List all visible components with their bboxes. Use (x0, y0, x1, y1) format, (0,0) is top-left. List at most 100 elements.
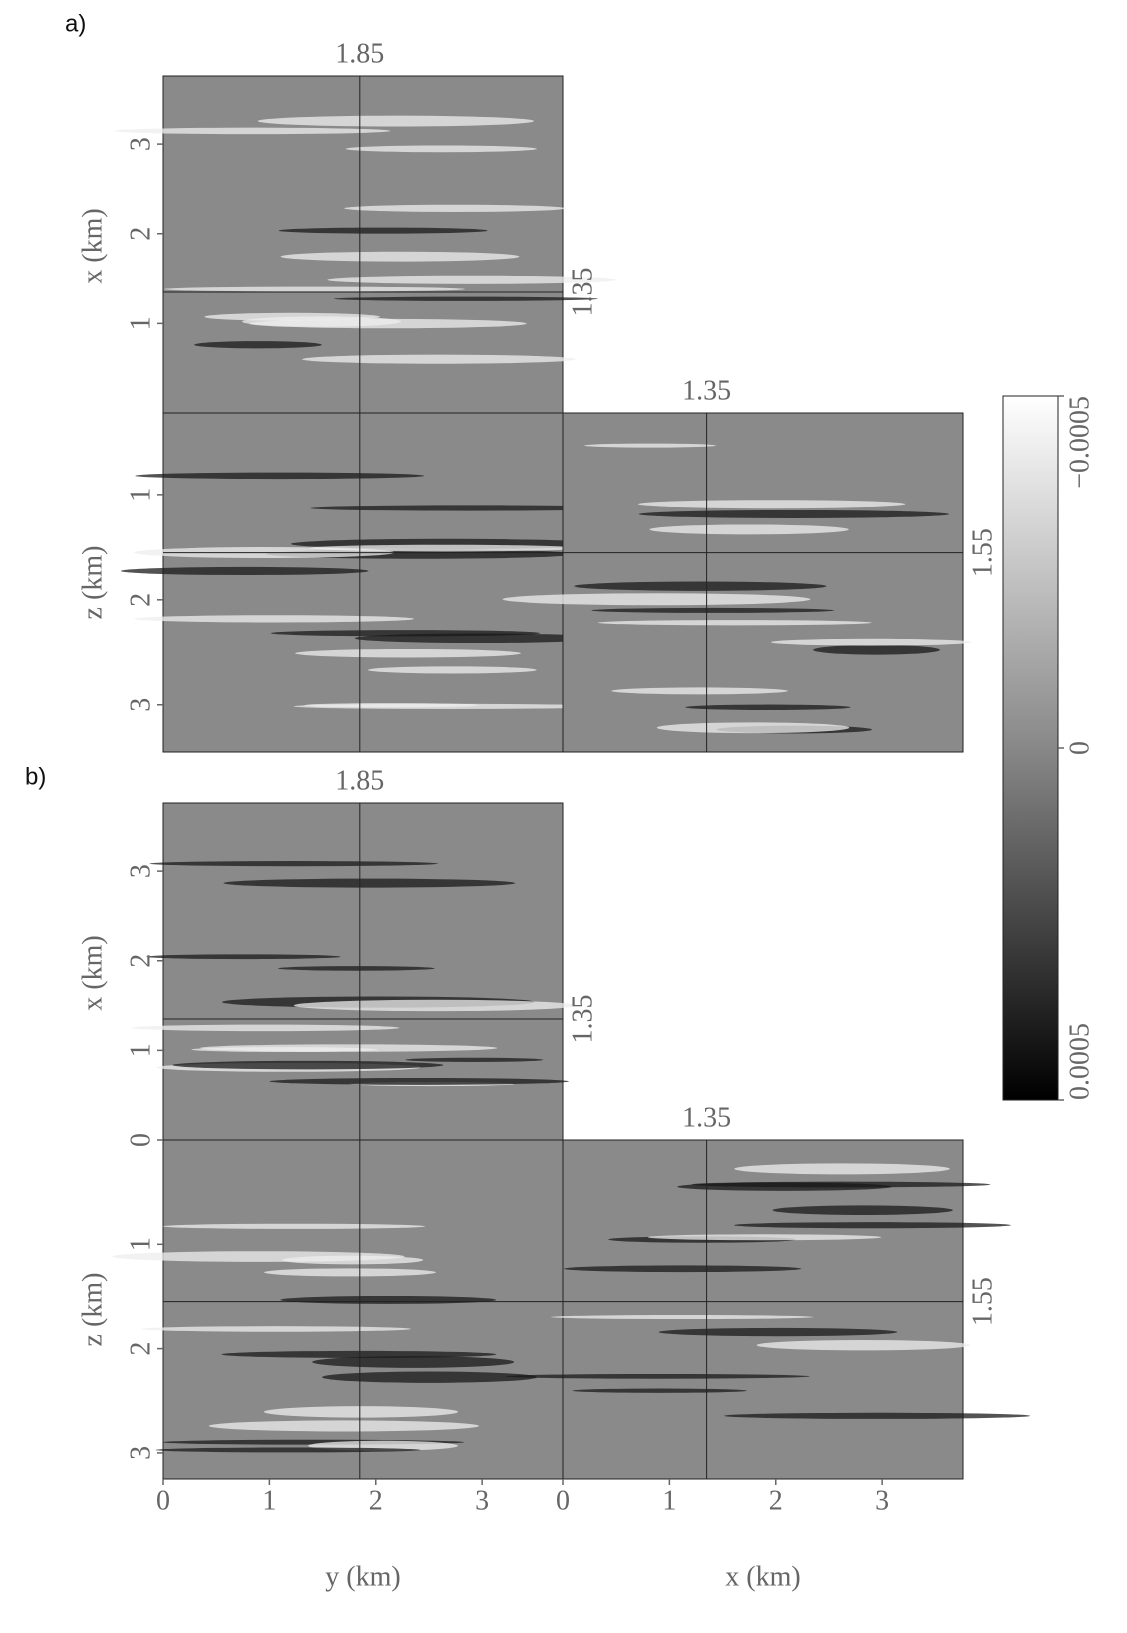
reflector (146, 954, 341, 960)
slice-label: 1.35 (682, 1102, 731, 1133)
z-tick-label: 0 (125, 1133, 156, 1147)
reflector (112, 1251, 405, 1262)
reflector (163, 286, 465, 292)
reflector (304, 703, 479, 708)
colorbar-label: 0 (1064, 741, 1095, 755)
reflector (367, 666, 537, 674)
z-tick-label: 1 (125, 1237, 156, 1251)
crossline-section (562, 1139, 964, 1480)
x-tick-label: 3 (125, 864, 156, 878)
x-tick-label: 1 (662, 1485, 676, 1516)
reflector (649, 524, 849, 535)
reflector (638, 509, 950, 518)
slice-label: 1.85 (335, 38, 384, 69)
reflector (656, 722, 850, 734)
reflector (344, 204, 566, 212)
reflector (505, 1373, 810, 1379)
z-tick-label: 1 (125, 488, 156, 502)
panel-label: b) (25, 763, 46, 790)
slice-label: 1.85 (335, 765, 384, 796)
reflector (302, 354, 576, 364)
z-tick-label: 3 (125, 1446, 156, 1460)
colorbar (1002, 395, 1059, 1101)
reflector (114, 127, 391, 135)
reflector (280, 1295, 497, 1304)
reflector (770, 638, 972, 646)
colorbar-label: −0.0005 (1064, 396, 1095, 489)
reflector (345, 145, 537, 153)
axis-title: x (km) (77, 208, 108, 283)
x-tick-label: 0 (556, 1485, 570, 1516)
reflector (334, 296, 598, 301)
reflector (733, 1222, 1011, 1229)
y-tick-label: 0 (156, 1485, 170, 1516)
reflector (269, 1077, 570, 1085)
reflector (405, 1057, 544, 1062)
reflector (572, 1388, 747, 1393)
axis-title: x (km) (77, 935, 108, 1010)
x-tick-label: 1 (125, 316, 156, 330)
x-tick-label: 2 (125, 954, 156, 968)
inline-section (162, 412, 564, 753)
z-tick-label: 2 (125, 593, 156, 607)
reflector (204, 312, 381, 321)
reflector (172, 1060, 444, 1070)
reflector (734, 1163, 950, 1175)
reflector (550, 1314, 814, 1320)
axis-title: y (km) (325, 1561, 400, 1592)
reflector (162, 1223, 426, 1229)
reflector (277, 966, 435, 971)
reflector (223, 878, 516, 888)
reflector (685, 704, 851, 710)
reflector (312, 1356, 515, 1368)
z-tick-label: 2 (125, 1342, 156, 1356)
x-tick-label: 3 (125, 137, 156, 151)
reflector (248, 318, 527, 329)
slice-label: 1.35 (682, 375, 731, 406)
reflector (309, 544, 580, 552)
reflector (134, 615, 415, 623)
reflector (677, 1182, 892, 1191)
reflector (135, 472, 425, 480)
reflector (597, 620, 872, 626)
panel-label: a) (65, 10, 86, 37)
reflector (502, 593, 811, 606)
x-tick-label: 1 (125, 1043, 156, 1057)
reflector (278, 227, 488, 234)
axis-title: z (km) (77, 1273, 108, 1347)
reflector (131, 1024, 400, 1032)
reflector (574, 581, 827, 591)
reflector (564, 1265, 802, 1273)
reflector (155, 1447, 421, 1453)
reflector (191, 1047, 378, 1053)
reflector (756, 1339, 971, 1351)
y-tick-label: 3 (475, 1485, 489, 1516)
y-tick-label: 1 (262, 1485, 276, 1516)
reflector (772, 1205, 953, 1215)
reflector (121, 566, 369, 576)
colorbar-label: 0.0005 (1064, 1023, 1095, 1100)
reflector (194, 341, 322, 349)
reflector (591, 607, 835, 613)
reflector (310, 505, 630, 511)
reflector (293, 999, 578, 1012)
x-tick-label: 2 (769, 1485, 783, 1516)
reflector (327, 275, 616, 284)
depth-slice (162, 802, 564, 1141)
reflector (584, 443, 716, 448)
reflector (658, 1327, 898, 1337)
axis-title: x (km) (725, 1561, 800, 1592)
y-tick-label: 2 (369, 1485, 383, 1516)
reflector (141, 1326, 411, 1332)
slice-label: 1.35 (567, 995, 598, 1044)
reflector (149, 861, 438, 867)
reflector (647, 1234, 882, 1241)
reflector (208, 1420, 479, 1432)
reflector (264, 1268, 436, 1277)
x-tick-label: 3 (875, 1485, 889, 1516)
slice-label: 1.55 (967, 1277, 998, 1326)
reflector (813, 644, 940, 655)
reflector (257, 115, 534, 127)
plot-area: a) 1.85 1.35 1.35 1.55 1 2 3 x (km) 1 2 3 z (km) b) 1.… (25, 10, 1095, 1592)
reflector (724, 1412, 1031, 1419)
